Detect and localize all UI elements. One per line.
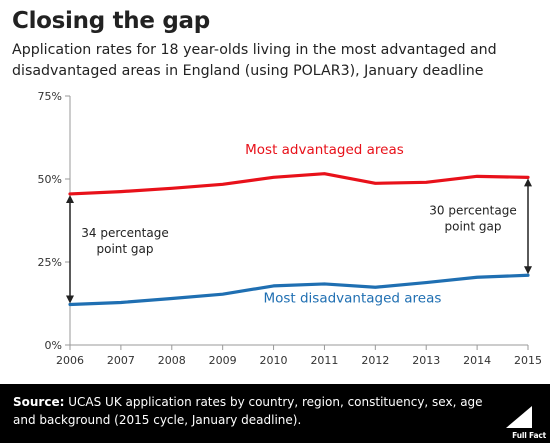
y-tick-label: 50%	[38, 173, 62, 186]
source-note: Source: UCAS UK application rates by cou…	[13, 393, 483, 429]
series-line-disadvantaged	[68, 273, 530, 307]
gap-arrow-head-top	[524, 178, 532, 187]
x-tick-label: 2015	[514, 354, 542, 367]
x-tick-label: 2012	[361, 354, 389, 367]
gap-arrow-head-bottom	[524, 266, 532, 275]
series-label-advantaged: Most advantaged areas	[245, 142, 404, 158]
x-tick-label: 2013	[412, 354, 440, 367]
brand-name: Full Fact	[512, 431, 546, 440]
full-fact-logo-icon	[506, 406, 532, 428]
x-tick-label: 2014	[463, 354, 491, 367]
series-line-advantaged	[68, 172, 530, 196]
y-tick-label: 75%	[38, 90, 62, 103]
y-tick-label: 0%	[45, 339, 62, 352]
x-tick-label: 2009	[209, 354, 237, 367]
x-tick-label: 2011	[310, 354, 338, 367]
gap-annotation-text: 30 percentage	[429, 203, 516, 217]
x-tick-label: 2010	[260, 354, 288, 367]
gap-annotation-text: point gap	[444, 219, 501, 233]
source-text: UCAS UK application rates by country, re…	[13, 395, 483, 427]
gap-arrow-head-top	[66, 194, 74, 203]
y-tick-label: 25%	[38, 256, 62, 269]
line-chart: 0% 25% 50% 75% 2006 2007 2008 2009 2010 2011 2012 2…	[38, 90, 542, 367]
gap-annotation-text: 34 percentage	[81, 226, 168, 240]
gap-annotation-text: point gap	[96, 242, 153, 256]
source-label: Source:	[13, 395, 65, 409]
x-tick-label: 2008	[158, 354, 186, 367]
chart-subtitle: Application rates for 18 year-olds livin…	[12, 42, 497, 79]
series-label-disadvantaged: Most disadvantaged areas	[263, 291, 441, 307]
gap-arrow-head-bottom	[66, 295, 74, 304]
x-tick-label: 2006	[56, 354, 84, 367]
source-footer: Source: UCAS UK application rates by cou…	[0, 384, 550, 443]
chart-title: Closing the gap	[12, 8, 210, 34]
x-tick-label: 2007	[107, 354, 135, 367]
